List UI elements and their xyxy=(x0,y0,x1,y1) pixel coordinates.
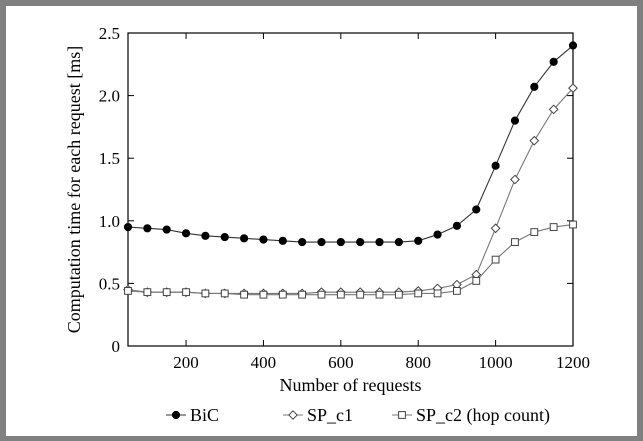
series-1 xyxy=(123,41,578,247)
data-point xyxy=(548,104,559,115)
data-point xyxy=(278,290,287,299)
data-point xyxy=(220,232,229,242)
y-tick-label: 1.5 xyxy=(99,149,120,168)
chart-frame xyxy=(6,6,637,436)
x-tick-label: 800 xyxy=(405,353,431,372)
data-point xyxy=(162,225,171,234)
data-point xyxy=(452,221,462,230)
series-line xyxy=(127,45,574,243)
x-tick-label: 200 xyxy=(173,353,199,372)
series-line xyxy=(127,224,574,296)
y-axis-label: Computation time for each request [ms] xyxy=(64,46,84,333)
y-tick-label: 2.0 xyxy=(99,87,120,106)
data-point xyxy=(336,237,345,247)
data-point xyxy=(414,236,423,245)
plot-area xyxy=(127,32,574,347)
data-point xyxy=(472,276,481,285)
data-point xyxy=(568,83,578,93)
data-point xyxy=(259,290,268,299)
data-point xyxy=(569,220,577,229)
data-point xyxy=(549,57,558,66)
data-point xyxy=(182,288,190,297)
data-point xyxy=(568,41,578,50)
data-point xyxy=(143,288,152,297)
x-axis-label: Number of requests xyxy=(280,375,422,395)
data-point xyxy=(530,228,539,236)
legend-label: BiC xyxy=(190,405,219,425)
data-point xyxy=(220,289,229,298)
data-point xyxy=(549,223,558,231)
data-point xyxy=(510,116,520,125)
legend-label: SP_c1 xyxy=(307,405,353,425)
legend-label: SP_c2 (hop count) xyxy=(416,405,550,426)
series-line xyxy=(127,87,574,294)
data-point xyxy=(491,161,500,170)
data-point xyxy=(472,205,481,214)
y-tick-label: 2.5 xyxy=(99,24,120,43)
data-point xyxy=(356,237,365,247)
data-point xyxy=(511,238,519,246)
legend-item-1: BiC xyxy=(166,405,219,425)
series-2 xyxy=(123,83,578,299)
data-point xyxy=(143,224,152,233)
data-point xyxy=(530,82,539,91)
x-tick-label: 400 xyxy=(251,353,277,372)
data-point xyxy=(201,289,210,298)
data-point xyxy=(278,236,287,245)
data-point xyxy=(317,290,326,299)
data-point xyxy=(162,288,171,297)
data-point xyxy=(375,290,384,299)
y-tick-label: 1.0 xyxy=(99,212,120,231)
data-point xyxy=(298,237,307,247)
data-point xyxy=(414,289,423,298)
data-point xyxy=(124,287,132,295)
data-point xyxy=(453,287,461,295)
x-tick-label: 600 xyxy=(328,353,354,372)
legend-item-3: SP_c2 (hop count) xyxy=(392,405,550,426)
data-point xyxy=(259,235,268,244)
data-point xyxy=(298,290,307,299)
data-point xyxy=(240,290,248,299)
data-point xyxy=(433,289,442,298)
series-3 xyxy=(124,220,577,299)
data-point xyxy=(239,234,249,243)
data-point xyxy=(123,222,133,232)
series-layer xyxy=(123,41,578,299)
data-point xyxy=(375,237,384,247)
data-point xyxy=(394,237,403,247)
data-point xyxy=(490,223,501,234)
data-point xyxy=(394,290,403,299)
legend-item-2: SP_c1 xyxy=(283,405,353,425)
data-point xyxy=(181,229,191,238)
data-point xyxy=(336,290,345,299)
y-tick-label: 0.5 xyxy=(99,274,120,293)
legend: BiC SP_c1 SP_c2 (hop count) xyxy=(166,405,550,426)
legend-marker xyxy=(171,410,181,420)
data-point xyxy=(356,290,365,299)
data-point xyxy=(317,237,326,247)
axes: 200 400 600 800 1000 1200 0 0.5 1.0 1.5 2.0 2.5 xyxy=(99,24,590,372)
data-point xyxy=(491,255,500,264)
plot-border xyxy=(127,32,574,347)
legend-marker xyxy=(398,411,406,419)
legend-marker xyxy=(288,410,298,420)
y-tick-label: 0 xyxy=(112,337,121,356)
x-tick-label: 1000 xyxy=(479,353,513,372)
data-point xyxy=(529,135,540,146)
data-point xyxy=(433,230,442,239)
data-point xyxy=(510,174,520,185)
data-point xyxy=(201,231,210,240)
x-tick-label: 1200 xyxy=(556,353,590,372)
